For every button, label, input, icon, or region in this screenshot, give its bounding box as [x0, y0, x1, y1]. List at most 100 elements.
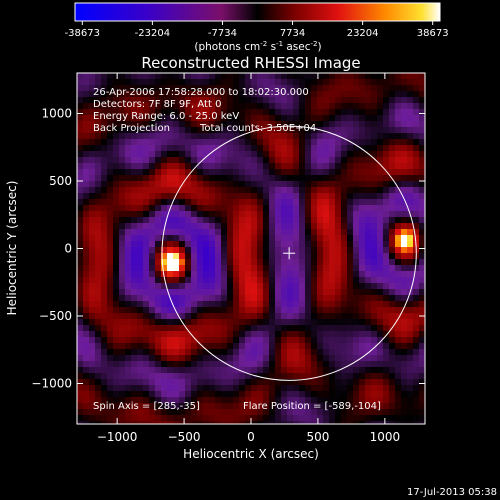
- heatmap-cell: [143, 277, 150, 284]
- heatmap-cell: [257, 247, 264, 254]
- heatmap-cell: [209, 85, 216, 92]
- heatmap-cell: [209, 73, 216, 80]
- heatmap-cell: [119, 79, 126, 86]
- heatmap-cell: [161, 313, 168, 320]
- heatmap-cell: [263, 133, 270, 140]
- heatmap-cell: [137, 253, 144, 260]
- heatmap-cell: [287, 367, 294, 374]
- heatmap-cell: [155, 331, 162, 338]
- heatmap-cell: [281, 313, 288, 320]
- heatmap-cell: [173, 103, 180, 110]
- heatmap-cell: [77, 355, 84, 362]
- heatmap-cell: [209, 271, 216, 278]
- heatmap-cell: [221, 73, 228, 80]
- heatmap-cell: [293, 325, 300, 332]
- heatmap-cell: [173, 415, 180, 422]
- heatmap-cell: [401, 211, 408, 218]
- heatmap-cell: [131, 403, 138, 410]
- heatmap-cell: [305, 367, 312, 374]
- heatmap-cell: [395, 121, 402, 128]
- heatmap-cell: [239, 391, 246, 398]
- heatmap-cell: [383, 205, 390, 212]
- heatmap-cell: [95, 331, 102, 338]
- heatmap-cell: [323, 403, 330, 410]
- heatmap-cell: [329, 343, 336, 350]
- heatmap-cell: [323, 163, 330, 170]
- heatmap-cell: [185, 313, 192, 320]
- heatmap-cell: [233, 283, 240, 290]
- heatmap-cell: [347, 157, 354, 164]
- heatmap-cell: [419, 241, 425, 248]
- heatmap-cell: [281, 361, 288, 368]
- heatmap-cell: [287, 331, 294, 338]
- heatmap-cell: [311, 397, 318, 404]
- heatmap-cell: [203, 373, 210, 380]
- heatmap-cell: [227, 271, 234, 278]
- heatmap-cell: [239, 115, 246, 122]
- heatmap-cell: [113, 379, 120, 386]
- heatmap-cell: [197, 205, 204, 212]
- heatmap-cell: [341, 259, 348, 266]
- heatmap-cell: [185, 283, 192, 290]
- heatmap-cell: [191, 343, 198, 350]
- heatmap-cell: [263, 157, 270, 164]
- heatmap-cell: [239, 337, 246, 344]
- heatmap-cell: [197, 193, 204, 200]
- colorbar-tick-label: -7734: [208, 28, 237, 39]
- heatmap-cell: [281, 265, 288, 272]
- heatmap-cell: [137, 235, 144, 242]
- heatmap-cell: [371, 127, 378, 134]
- heatmap-cell: [311, 355, 318, 362]
- heatmap-cell: [419, 331, 425, 338]
- heatmap-cell: [359, 163, 366, 170]
- heatmap-image: [77, 73, 425, 424]
- heatmap-cell: [119, 409, 126, 416]
- heatmap-cell: [113, 187, 120, 194]
- heatmap-cell: [269, 277, 276, 284]
- heatmap-cell: [107, 79, 114, 86]
- heatmap-cell: [227, 181, 234, 188]
- heatmap-cell: [203, 145, 210, 152]
- heatmap-cell: [185, 295, 192, 302]
- heatmap-cell: [251, 331, 258, 338]
- heatmap-cell: [401, 331, 408, 338]
- heatmap-cell: [323, 271, 330, 278]
- heatmap-cell: [329, 361, 336, 368]
- heatmap-cell: [233, 421, 240, 424]
- heatmap-cell: [155, 109, 162, 116]
- heatmap-cell: [107, 73, 114, 80]
- heatmap-cell: [341, 247, 348, 254]
- heatmap-cell: [311, 301, 318, 308]
- heatmap-cell: [419, 319, 425, 326]
- heatmap-cell: [377, 205, 384, 212]
- heatmap-cell: [119, 307, 126, 314]
- heatmap-cell: [239, 277, 246, 284]
- heatmap-cell: [389, 85, 396, 92]
- heatmap-cell: [287, 199, 294, 206]
- heatmap-cell: [95, 379, 102, 386]
- heatmap-cell: [347, 391, 354, 398]
- heatmap-cell: [365, 259, 372, 266]
- heatmap-cell: [257, 145, 264, 152]
- heatmap-cell: [221, 337, 228, 344]
- heatmap-cell: [119, 325, 126, 332]
- heatmap-cell: [89, 109, 96, 116]
- heatmap-cell: [227, 91, 234, 98]
- heatmap-cell: [215, 247, 222, 254]
- heatmap-cell: [311, 379, 318, 386]
- heatmap-cell: [143, 247, 150, 254]
- heatmap-cell: [287, 259, 294, 266]
- heatmap-cell: [155, 289, 162, 296]
- heatmap-cell: [83, 187, 90, 194]
- heatmap-cell: [107, 349, 114, 356]
- heatmap-cell: [341, 355, 348, 362]
- heatmap-cell: [215, 367, 222, 374]
- heatmap-cell: [389, 217, 396, 224]
- heatmap-cell: [95, 79, 102, 86]
- heatmap-cell: [257, 313, 264, 320]
- heatmap-cell: [119, 157, 126, 164]
- heatmap-cell: [335, 97, 342, 104]
- heatmap-cell: [371, 325, 378, 332]
- heatmap-cell: [287, 277, 294, 284]
- heatmap-cell: [341, 385, 348, 392]
